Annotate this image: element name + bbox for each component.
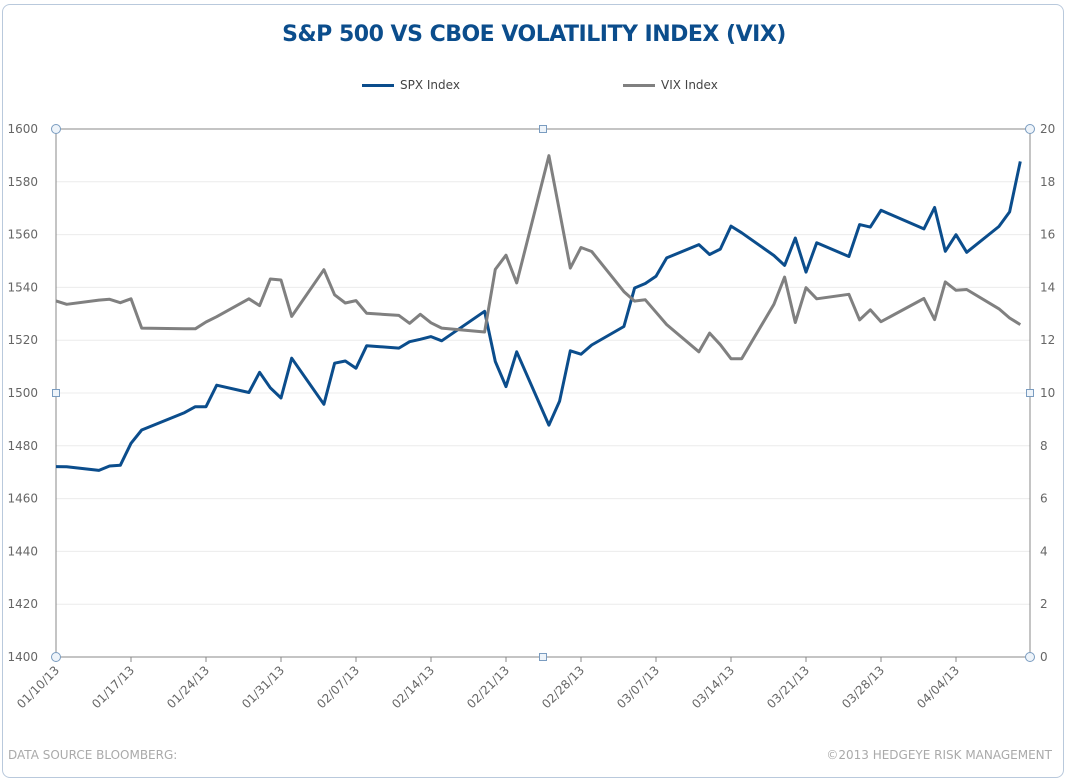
x-tick-label: 03/21/13 [764,663,812,711]
selection-handle [1026,389,1034,397]
x-tick-label: 03/28/13 [839,663,887,711]
x-tick-label: 02/07/13 [314,663,362,711]
selection-handle [52,389,60,397]
legend-spx: SPX Index [362,78,460,92]
legend-swatch-vix [623,83,655,87]
x-tick-label: 03/07/13 [614,663,662,711]
legend-swatch-spx [362,83,394,87]
legend-label-spx: SPX Index [400,78,460,92]
left-tick-label: 1460 [7,492,38,506]
left-tick-label: 1520 [7,333,38,347]
left-tick-label: 1560 [7,228,38,242]
x-tick-label: 04/04/13 [914,663,962,711]
right-tick-label: 12 [1040,333,1055,347]
left-tick-label: 1440 [7,544,38,558]
left-tick-label: 1420 [7,597,38,611]
chart-title: S&P 500 VS CBOE VOLATILITY INDEX (VIX) [282,22,786,47]
right-tick-label: 18 [1040,175,1055,189]
right-tick-label: 2 [1040,597,1048,611]
legend-label-vix: VIX Index [661,78,718,92]
legend-vix: VIX Index [623,78,718,92]
left-tick-label: 1480 [7,439,38,453]
x-tick-label: 02/21/13 [464,663,512,711]
footer-copyright: ©2013 HEDGEYE RISK MANAGEMENT [826,748,1052,762]
selection-handle [51,124,61,134]
x-tick-label: 03/14/13 [689,663,737,711]
x-tick-label: 01/24/13 [164,663,212,711]
selection-handle [1025,124,1035,134]
selection-handle [539,125,547,133]
spx-line [55,161,1022,472]
right-tick-label: 20 [1040,122,1055,136]
selection-handle [51,652,61,662]
selection-handle [1025,652,1035,662]
left-tick-label: 1500 [7,386,38,400]
x-tick-label: 02/28/13 [539,663,587,711]
x-tick-label: 01/10/13 [14,663,62,711]
left-tick-label: 1400 [7,650,38,664]
x-tick-label: 02/14/13 [389,663,437,711]
left-tick-label: 1580 [7,175,38,189]
right-tick-label: 4 [1040,544,1048,558]
left-tick-label: 1540 [7,280,38,294]
right-tick-label: 14 [1040,280,1055,294]
footer-source: DATA SOURCE BLOOMBERG: [8,748,178,762]
x-tick-label: 01/31/13 [239,663,287,711]
right-tick-label: 0 [1040,650,1048,664]
selection-handle [539,653,547,661]
vix-line [55,154,1022,361]
left-tick-label: 1600 [7,122,38,136]
right-tick-label: 10 [1040,386,1055,400]
right-tick-label: 8 [1040,439,1048,453]
right-tick-label: 16 [1040,228,1055,242]
right-tick-label: 6 [1040,492,1048,506]
x-tick-label: 01/17/13 [89,663,137,711]
